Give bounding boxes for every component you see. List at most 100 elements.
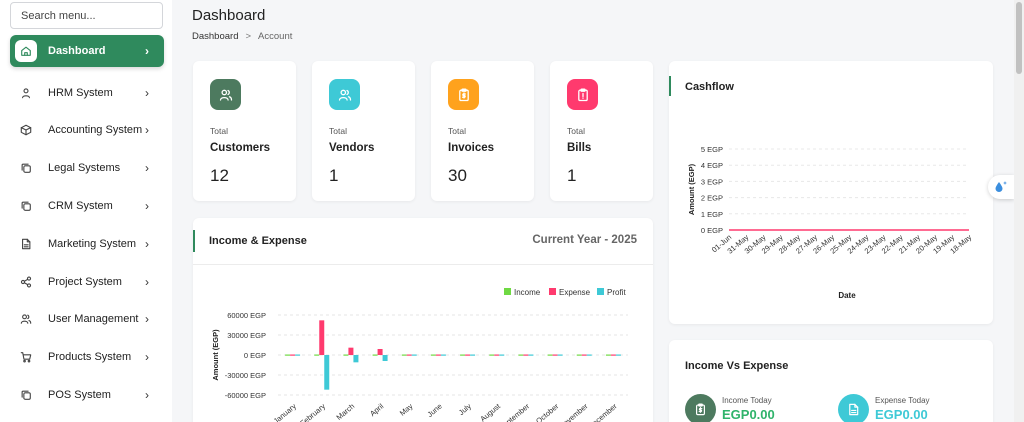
- x-tick-label: March: [334, 402, 356, 422]
- droplet-icon: [995, 181, 1007, 192]
- chevron-right-icon: ›: [145, 388, 149, 402]
- bar-profit: [411, 354, 417, 356]
- legend-label: Profit: [607, 288, 626, 297]
- bar-profit: [586, 354, 592, 356]
- chevron-right-icon: ›: [145, 275, 149, 289]
- sidebar-item-label: Accounting System: [48, 124, 143, 136]
- legend-swatch: [504, 288, 511, 295]
- sidebar-item-label: POS System: [48, 389, 111, 401]
- chevron-right-icon: ›: [145, 86, 149, 100]
- bar-income: [430, 354, 436, 356]
- sidebar-item-label: Legal Systems: [48, 162, 121, 174]
- expense-today: Expense Today EGP0.00: [838, 394, 930, 422]
- x-tick-label: October: [534, 401, 561, 422]
- bar-profit: [528, 354, 534, 356]
- y-tick-label: 5 EGP: [701, 145, 723, 154]
- y-tick-label: -30000 EGP: [225, 371, 266, 380]
- x-tick-label: August: [478, 401, 502, 422]
- bar-expense: [465, 354, 471, 356]
- sidebar-item-label: CRM System: [48, 200, 113, 212]
- bar-income: [576, 354, 582, 356]
- chevron-right-icon: ›: [145, 350, 149, 364]
- sidebar-item-products-system[interactable]: Products System ›: [10, 341, 164, 373]
- bar-profit: [324, 355, 330, 390]
- stat-label: Vendors: [329, 142, 375, 154]
- copy-icon: [15, 195, 37, 217]
- sidebar-item-accounting-system[interactable]: Accounting System ›: [10, 114, 164, 146]
- bill-icon: [567, 79, 598, 110]
- bar-income: [343, 354, 349, 356]
- chevron-right-icon: ›: [145, 312, 149, 326]
- sidebar-item-label: Marketing System: [48, 238, 137, 250]
- stat-label: Invoices: [448, 142, 495, 154]
- legend-label: Income: [514, 288, 541, 297]
- income-today-value: EGP0.00: [722, 407, 775, 422]
- sidebar: Dashboard›HRM System›Accounting System›L…: [0, 0, 172, 422]
- bar-expense: [552, 354, 558, 356]
- sidebar-item-label: User Management: [48, 313, 139, 325]
- sidebar-item-marketing-system[interactable]: Marketing System ›: [10, 228, 164, 260]
- bar-expense: [319, 320, 325, 355]
- y-tick-label: 0 EGP: [244, 351, 266, 360]
- sidebar-item-user-management[interactable]: User Management ›: [10, 303, 164, 335]
- cart-icon: [15, 346, 37, 368]
- floating-widget-button[interactable]: [988, 175, 1014, 199]
- sidebar-item-pos-system[interactable]: POS System ›: [10, 379, 164, 411]
- page-title: Dashboard: [192, 7, 266, 24]
- sidebar-item-crm-system[interactable]: CRM System ›: [10, 190, 164, 222]
- copy-icon: [15, 157, 37, 179]
- bar-expense: [435, 354, 441, 356]
- expense-today-value: EGP0.00: [875, 407, 928, 422]
- breadcrumb-current: Account: [258, 31, 293, 42]
- bar-expense: [348, 347, 354, 355]
- sidebar-item-project-system[interactable]: Project System ›: [10, 266, 164, 298]
- stat-card-invoices: Total Invoices 30: [431, 61, 534, 201]
- chevron-right-icon: ›: [145, 161, 149, 175]
- legend-swatch: [549, 288, 556, 295]
- income-today: Income Today EGP0.00: [685, 394, 775, 422]
- cashflow-title: Cashflow: [685, 81, 734, 93]
- sidebar-item-label: Products System: [48, 351, 132, 363]
- sidebar-item-hrm-system[interactable]: HRM System ›: [10, 77, 164, 109]
- stat-caption: Total: [210, 126, 228, 136]
- bar-income: [372, 354, 378, 356]
- scrollbar-thumb[interactable]: [1016, 2, 1022, 74]
- y-tick-label: 3 EGP: [701, 177, 723, 186]
- y-tick-label: 60000 EGP: [227, 311, 266, 320]
- stat-label: Bills: [567, 142, 592, 154]
- users-icon: [210, 79, 241, 110]
- expense-today-label: Expense Today: [875, 396, 930, 405]
- x-tick-label: May: [398, 401, 415, 417]
- income-vs-expense-title: Income Vs Expense: [685, 360, 789, 372]
- y-tick-label: 4 EGP: [701, 161, 723, 170]
- bar-expense: [523, 354, 529, 356]
- y-tick-label: 2 EGP: [701, 194, 723, 203]
- box-icon: [15, 119, 37, 141]
- bar-income: [518, 354, 524, 356]
- stat-caption: Total: [448, 126, 466, 136]
- stat-card-bills: Total Bills 1: [550, 61, 653, 201]
- page-scrollbar[interactable]: [1014, 0, 1024, 422]
- x-axis-title: Date: [838, 291, 856, 300]
- y-tick-label: 30000 EGP: [227, 331, 266, 340]
- cashflow-card: Cashflow 5 EGP 4 EGP 3 EGP 2 EGP 1 EGP 0 EGP A…: [669, 61, 993, 324]
- chevron-right-icon: ›: [145, 44, 149, 58]
- income-expense-card: Income & Expense Current Year - 2025 Inc…: [193, 218, 653, 422]
- sidebar-item-label: Dashboard: [48, 45, 106, 57]
- bar-profit: [615, 354, 621, 356]
- sidebar-item-dashboard[interactable]: Dashboard ›: [10, 35, 164, 67]
- income-expense-header: Income & Expense Current Year - 2025: [193, 218, 653, 265]
- search-input[interactable]: [10, 2, 163, 29]
- accent-bar: [193, 230, 195, 252]
- income-expense-subtitle: Current Year - 2025: [532, 234, 637, 246]
- y-tick-label: 1 EGP: [701, 210, 723, 219]
- sidebar-item-label: Project System: [48, 276, 122, 288]
- chevron-right-icon: ›: [145, 199, 149, 213]
- sidebar-item-legal-systems[interactable]: Legal Systems ›: [10, 152, 164, 184]
- breadcrumb-link-dashboard[interactable]: Dashboard: [192, 31, 239, 42]
- chevron-right-icon: ›: [145, 123, 149, 137]
- stat-value: 1: [329, 166, 339, 185]
- stat-value: 12: [210, 166, 229, 185]
- legend-swatch: [597, 288, 604, 295]
- document-icon: [15, 233, 37, 255]
